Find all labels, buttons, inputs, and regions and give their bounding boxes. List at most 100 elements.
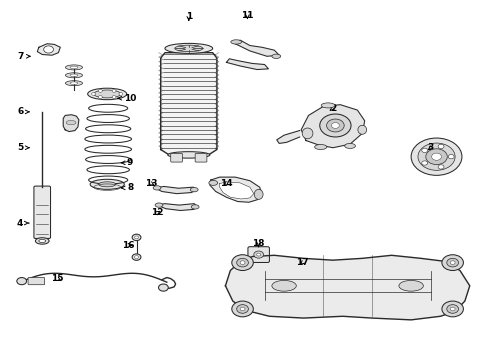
Circle shape [237,258,248,267]
Circle shape [411,138,462,175]
Ellipse shape [272,54,281,58]
Ellipse shape [165,43,213,53]
Ellipse shape [272,280,296,291]
Polygon shape [226,59,269,69]
Ellipse shape [70,66,78,69]
Ellipse shape [94,90,121,98]
Text: 4: 4 [17,219,29,228]
Circle shape [232,255,253,270]
Circle shape [442,255,464,270]
Circle shape [450,261,455,264]
Circle shape [240,261,245,264]
Circle shape [44,46,53,53]
Circle shape [447,258,459,267]
Polygon shape [220,182,254,199]
Circle shape [257,253,261,256]
Ellipse shape [39,239,46,243]
Polygon shape [161,53,217,155]
Circle shape [447,305,459,313]
Circle shape [119,93,123,95]
Circle shape [132,254,141,260]
FancyBboxPatch shape [195,153,207,162]
Circle shape [331,123,339,129]
Text: 12: 12 [151,208,163,217]
Circle shape [450,307,455,311]
Polygon shape [301,105,365,148]
Ellipse shape [66,81,82,86]
Circle shape [17,278,26,285]
Text: 8: 8 [121,183,133,192]
FancyBboxPatch shape [34,186,50,238]
Text: 5: 5 [17,143,29,152]
Circle shape [159,284,168,291]
Text: 13: 13 [145,179,157,188]
Polygon shape [277,131,300,143]
Circle shape [92,93,96,95]
Circle shape [327,119,344,132]
Text: 11: 11 [241,10,254,19]
Ellipse shape [70,82,78,85]
Circle shape [112,96,116,99]
Ellipse shape [254,189,263,199]
Circle shape [232,301,253,317]
Polygon shape [63,115,79,132]
Polygon shape [225,255,470,320]
Ellipse shape [70,74,78,77]
Ellipse shape [98,182,116,187]
Polygon shape [157,204,197,211]
Ellipse shape [66,121,76,125]
Polygon shape [210,177,262,202]
Ellipse shape [175,45,203,51]
Ellipse shape [358,125,367,134]
Ellipse shape [399,280,423,291]
Polygon shape [37,44,60,55]
Circle shape [98,96,102,99]
Ellipse shape [190,188,198,192]
Circle shape [432,153,441,160]
Polygon shape [235,40,279,56]
Ellipse shape [344,143,355,148]
Ellipse shape [231,40,242,44]
Ellipse shape [191,205,199,209]
Text: 9: 9 [121,158,133,167]
Circle shape [438,165,444,169]
Text: 18: 18 [252,239,265,248]
Circle shape [442,301,464,317]
Circle shape [237,305,248,313]
Ellipse shape [302,128,313,139]
Ellipse shape [35,238,49,244]
Ellipse shape [209,180,218,185]
Text: 17: 17 [296,258,309,267]
Text: 1: 1 [186,12,192,21]
Ellipse shape [66,73,82,78]
Text: 16: 16 [122,241,135,250]
FancyBboxPatch shape [28,278,45,285]
Circle shape [426,149,447,165]
Circle shape [438,144,444,149]
Ellipse shape [321,103,335,108]
Ellipse shape [155,203,163,207]
Polygon shape [155,186,196,194]
FancyBboxPatch shape [171,153,182,162]
Text: 7: 7 [17,52,30,61]
Circle shape [254,251,264,258]
Ellipse shape [153,186,161,190]
Circle shape [418,143,455,170]
Text: 14: 14 [220,179,233,188]
Circle shape [240,307,245,311]
Circle shape [135,256,139,258]
FancyBboxPatch shape [248,247,270,262]
Ellipse shape [90,179,124,189]
Text: 15: 15 [50,274,63,283]
Ellipse shape [315,144,327,149]
Text: 10: 10 [118,94,136,103]
Circle shape [422,161,428,165]
Circle shape [422,148,428,153]
Text: 2: 2 [330,104,336,113]
Circle shape [112,89,116,92]
Text: 3: 3 [428,143,434,152]
Text: 6: 6 [17,107,29,116]
Ellipse shape [168,152,210,158]
Circle shape [98,89,102,92]
Ellipse shape [66,65,82,70]
